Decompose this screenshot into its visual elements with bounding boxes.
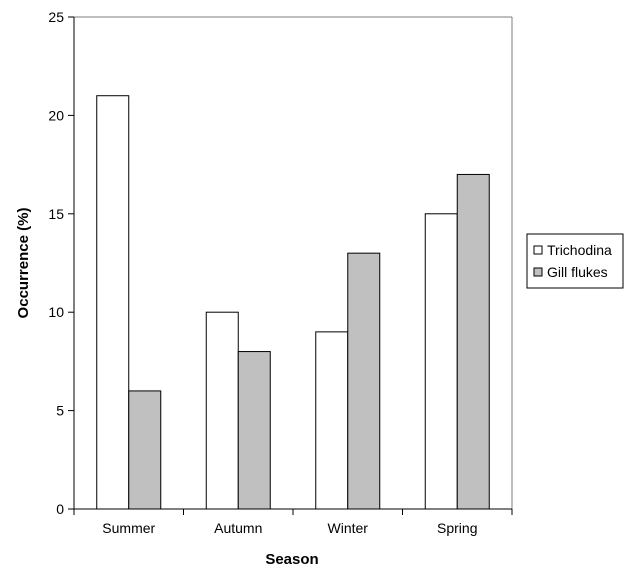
bar-winter-trichodina	[316, 332, 348, 509]
y-tick-label: 25	[48, 9, 64, 25]
y-tick-label: 5	[56, 403, 64, 419]
bars-layer	[97, 96, 490, 509]
bar-summer-trichodina	[97, 96, 129, 509]
x-axis-title: Season	[265, 551, 318, 568]
bar-spring-trichodina	[425, 214, 457, 509]
y-tick-label: 20	[48, 107, 64, 123]
x-tick-label: Summer	[102, 520, 155, 536]
legend-label: Gill flukes	[547, 264, 608, 280]
y-tick-label: 10	[48, 304, 64, 320]
bar-summer-gill-flukes	[129, 391, 161, 509]
x-tick-label: Autumn	[214, 520, 262, 536]
bar-autumn-trichodina	[206, 312, 238, 509]
x-tick-label: Winter	[328, 520, 369, 536]
legend-swatch	[534, 246, 542, 254]
legend: Trichodina Gill flukes	[527, 234, 623, 288]
legend-label: Trichodina	[547, 242, 612, 258]
bar-winter-gill-flukes	[348, 253, 380, 509]
y-axis-title: Occurrence (%)	[15, 208, 32, 319]
y-tick-label: 0	[56, 501, 64, 517]
x-tick-label: Spring	[437, 520, 477, 536]
legend-swatch	[534, 268, 542, 276]
y-tick-label: 15	[48, 206, 64, 222]
bar-autumn-gill-flukes	[238, 352, 270, 509]
bar-spring-gill-flukes	[457, 174, 489, 509]
